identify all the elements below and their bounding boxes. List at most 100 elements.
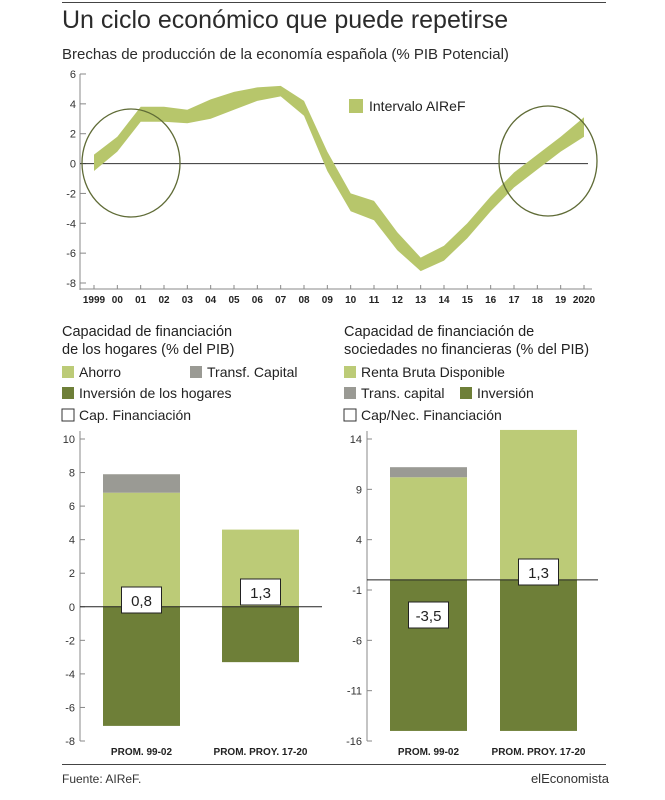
- y-tick-label: -6: [352, 635, 362, 647]
- legend-swatch: [61, 408, 75, 422]
- y-tick-label: 2: [69, 568, 75, 580]
- x-tick-label: 02: [158, 295, 170, 306]
- x-tick-label: 09: [322, 295, 334, 306]
- y-tick-label: -4: [65, 669, 75, 681]
- y-tick-label: -6: [66, 248, 76, 260]
- category-label: PROM. 99-02: [111, 747, 173, 758]
- chart-title: Un ciclo económico que puede repetirse: [62, 6, 509, 34]
- x-tick-label: 00: [112, 295, 124, 306]
- bar-segment: [390, 477, 467, 580]
- y-tick-label: 6: [69, 501, 75, 513]
- legend-label: Trans. capital: [361, 385, 445, 401]
- source-note: Fuente: AIReF.: [62, 772, 142, 786]
- bar-segment: [500, 579, 577, 731]
- legend-label-intervalo: Intervalo AIReF: [369, 98, 466, 114]
- y-tick-label: -16: [346, 736, 362, 748]
- x-tick-label: 1999: [83, 295, 106, 306]
- y-tick-label: 6: [70, 69, 76, 81]
- x-tick-label: 08: [298, 295, 310, 306]
- x-tick-label: 07: [275, 295, 287, 306]
- x-tick-label: 12: [392, 295, 404, 306]
- cap-financiacion-box: [240, 578, 281, 606]
- legend-label: Renta Bruta Disponible: [361, 364, 505, 380]
- legend-swatch: [190, 366, 202, 378]
- y-tick-label: 10: [63, 434, 75, 446]
- highlight-circle-2017-20: [498, 105, 598, 217]
- x-tick-label: 19: [555, 295, 567, 306]
- top-rule: [62, 2, 606, 3]
- y-tick-label: -2: [66, 188, 76, 200]
- cap-financiacion-box: [408, 601, 449, 629]
- corporations-chart: Capacidad de financiación de sociedades n…: [343, 324, 598, 758]
- legend-swatch-intervalo: [349, 99, 363, 113]
- y-tick-label: -2: [65, 635, 75, 647]
- y-tick-label: -4: [66, 218, 76, 230]
- y-tick-label: -8: [66, 278, 76, 290]
- output-gap-chart: 6 4 2 0 -2 -4 -6 -8 1999 00 01 02 03 04 05 06 07 08 09 10 11…: [66, 69, 598, 306]
- y-tick-label: 9: [356, 484, 362, 496]
- legend-swatch: [344, 387, 356, 399]
- x-tick-label: 16: [485, 295, 497, 306]
- cap-financiacion-label: 0,8: [131, 593, 152, 610]
- panel-title-line: sociedades no financieras (% del PIB): [344, 342, 589, 358]
- y-tick-label: -8: [65, 736, 75, 748]
- interval-band: [94, 85, 584, 272]
- x-tick-label: 06: [252, 295, 264, 306]
- bar-segment: [222, 606, 299, 663]
- bottom-rule: [62, 764, 606, 765]
- x-tick-label: 17: [508, 295, 520, 306]
- x-tick-label: 13: [415, 295, 427, 306]
- y-tick-label: -1: [352, 585, 362, 597]
- x-tick-label: 01: [135, 295, 147, 306]
- y-tick-label: 8: [69, 468, 75, 480]
- x-tick-label: 04: [205, 295, 217, 306]
- legend-swatch: [343, 408, 357, 422]
- y-tick-label: 0: [69, 602, 75, 614]
- legend-label: Inversión de los hogares: [79, 385, 232, 401]
- x-tick-label: 10: [345, 295, 357, 306]
- cap-financiacion-label: -3,5: [416, 608, 442, 625]
- panel-title-line: Capacidad de financiación de: [344, 324, 534, 340]
- cap-financiacion-label: 1,3: [250, 585, 271, 602]
- brand-logo: elEconomista: [530, 771, 609, 786]
- panel-title-line: de los hogares (% del PIB): [62, 342, 234, 358]
- y-tick-label: 0: [70, 159, 76, 171]
- y-tick-label: -6: [65, 702, 75, 714]
- category-label: PROM. 99-02: [398, 747, 460, 758]
- bar-segment: [390, 467, 467, 478]
- y-tick-label: 14: [350, 434, 362, 446]
- legend-swatch: [460, 387, 472, 399]
- y-tick-label: 4: [356, 535, 362, 547]
- households-chart: Capacidad de financiación de los hogares …: [61, 324, 322, 758]
- cap-financiacion-box: [518, 558, 559, 586]
- x-tick-label: 18: [532, 295, 544, 306]
- x-tick-label: 14: [438, 295, 450, 306]
- bar-segment: [103, 606, 180, 726]
- x-tick-label: 2020: [573, 295, 596, 306]
- y-tick-label: 2: [70, 129, 76, 141]
- legend-label: Transf. Capital: [207, 364, 298, 380]
- highlight-circle-1999-02: [81, 108, 181, 218]
- y-tick-label: 4: [70, 99, 76, 111]
- legend-label: Inversión: [477, 385, 534, 401]
- y-tick-label: 4: [69, 535, 75, 547]
- legend-swatch: [62, 366, 74, 378]
- panel-title-line: Capacidad de financiación: [62, 324, 232, 340]
- legend-swatch: [344, 366, 356, 378]
- bar-segment: [500, 429, 577, 580]
- chart-subtitle: Brechas de producción de la economía esp…: [62, 46, 509, 63]
- x-tick-label: 05: [228, 295, 240, 306]
- legend-label: Cap/Nec. Financiación: [361, 407, 502, 423]
- x-tick-label: 11: [369, 295, 380, 306]
- cap-financiacion-box: [121, 586, 162, 614]
- category-label: PROM. PROY. 17-20: [492, 747, 586, 758]
- x-tick-label: 15: [462, 295, 474, 306]
- legend-swatch: [62, 387, 74, 399]
- category-label: PROM. PROY. 17-20: [214, 747, 308, 758]
- x-tick-label: 03: [182, 295, 194, 306]
- cap-financiacion-label: 1,3: [528, 565, 549, 582]
- bar-segment: [103, 474, 180, 493]
- legend-label: Cap. Financiación: [79, 407, 191, 423]
- legend-label: Ahorro: [79, 364, 121, 380]
